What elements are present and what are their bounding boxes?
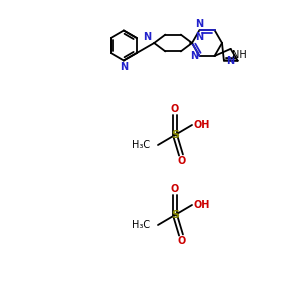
Text: O: O bbox=[171, 184, 179, 194]
Text: N: N bbox=[120, 62, 128, 73]
Text: H₃C: H₃C bbox=[132, 220, 150, 230]
Text: N: N bbox=[143, 32, 151, 42]
Text: S: S bbox=[171, 130, 179, 140]
Text: N: N bbox=[190, 51, 199, 61]
Text: N: N bbox=[195, 19, 204, 29]
Text: OH: OH bbox=[194, 120, 210, 130]
Text: N: N bbox=[195, 32, 203, 42]
Text: N: N bbox=[226, 56, 234, 65]
Text: O: O bbox=[178, 156, 186, 166]
Text: O: O bbox=[171, 104, 179, 114]
Text: OH: OH bbox=[194, 200, 210, 210]
Text: O: O bbox=[178, 236, 186, 246]
Text: H₃C: H₃C bbox=[132, 140, 150, 150]
Text: NH: NH bbox=[232, 50, 246, 60]
Text: S: S bbox=[171, 210, 179, 220]
